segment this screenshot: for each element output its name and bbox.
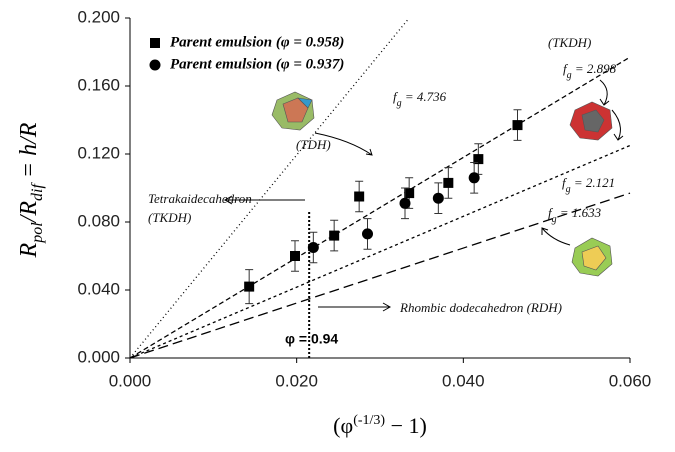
reference-line	[129, 192, 631, 359]
y-tick-label: 0.120	[77, 143, 120, 162]
x-axis-label: (φ(-1/3) − 1)	[333, 413, 427, 438]
fg-label: fg = 2.898	[563, 61, 617, 81]
arrows	[223, 79, 624, 312]
fg-label: fg = 4.736	[393, 89, 447, 109]
y-tick-label: 0.000	[77, 347, 120, 366]
point	[244, 281, 255, 292]
y-tick-label: 0.160	[77, 75, 120, 94]
y-tick-label: 0.040	[77, 279, 120, 298]
point	[354, 191, 365, 202]
fg-label: fg = 1.633	[548, 205, 602, 225]
x-tick-label: 0.040	[442, 371, 485, 390]
vline-label: φ = 0.94	[285, 331, 338, 347]
annotation: Tetrakaidecahedron	[148, 191, 252, 206]
fg-label: fg = 2.121	[562, 175, 615, 195]
y-tick-label: 0.200	[77, 7, 120, 26]
x-tick-label: 0.020	[275, 371, 318, 390]
annotation: (TKDH)	[148, 210, 191, 225]
annotation: (TDH)	[296, 137, 331, 152]
point	[404, 188, 415, 199]
reference-line	[129, 144, 631, 359]
x-tick-label: 0.000	[109, 371, 152, 390]
annotation: (TKDH)	[548, 35, 591, 50]
annotation: Rhombic dodecahedron (RDH)	[399, 300, 562, 315]
point	[512, 120, 523, 131]
legend-label: Parent emulsion (φ = 0.958)	[170, 34, 344, 50]
legend-marker	[149, 59, 161, 71]
reference-line	[129, 56, 631, 359]
y-axis-label: Rpol/Rdif = h/R	[16, 122, 47, 258]
point	[443, 177, 454, 188]
legend-marker	[150, 38, 160, 48]
point	[307, 242, 319, 253]
point	[399, 197, 411, 209]
x-tick-label: 0.060	[609, 371, 652, 390]
point	[362, 228, 373, 240]
point	[473, 154, 484, 165]
polyhedron-icons	[271, 91, 613, 277]
point	[432, 192, 444, 204]
point	[329, 230, 340, 241]
point	[468, 172, 480, 184]
point	[290, 251, 300, 261]
legend-label: Parent emulsion (φ = 0.937)	[170, 56, 344, 72]
y-tick-label: 0.080	[77, 211, 120, 230]
